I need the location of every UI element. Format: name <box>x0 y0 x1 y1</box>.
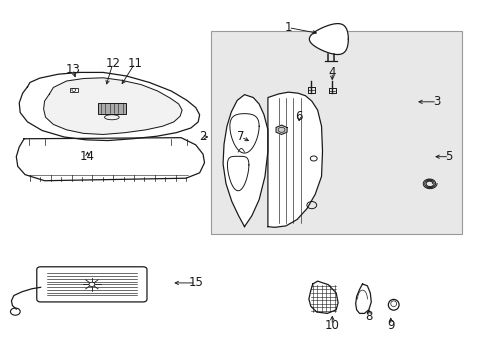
Text: 7: 7 <box>237 130 244 144</box>
Text: 9: 9 <box>386 319 394 332</box>
Bar <box>70 88 78 92</box>
Circle shape <box>89 282 95 287</box>
Text: 11: 11 <box>127 57 142 70</box>
Polygon shape <box>308 281 337 314</box>
Polygon shape <box>223 95 267 226</box>
Text: 1: 1 <box>284 21 291 34</box>
Polygon shape <box>309 24 347 54</box>
Polygon shape <box>16 138 204 181</box>
Polygon shape <box>19 72 199 140</box>
Polygon shape <box>267 92 322 227</box>
Text: 13: 13 <box>65 63 80 76</box>
Text: 10: 10 <box>324 319 339 332</box>
Text: 5: 5 <box>445 150 452 163</box>
Text: 8: 8 <box>365 310 372 323</box>
Text: 14: 14 <box>80 150 95 163</box>
Polygon shape <box>276 125 286 134</box>
Text: 2: 2 <box>199 130 206 144</box>
Bar <box>98 103 125 114</box>
Bar <box>211 31 462 234</box>
Text: 15: 15 <box>188 276 203 289</box>
Text: 12: 12 <box>105 57 120 70</box>
FancyBboxPatch shape <box>37 267 147 302</box>
Text: 3: 3 <box>432 95 440 108</box>
Text: 6: 6 <box>295 110 302 123</box>
Polygon shape <box>43 78 182 134</box>
Polygon shape <box>355 284 370 314</box>
Text: 4: 4 <box>328 66 335 79</box>
